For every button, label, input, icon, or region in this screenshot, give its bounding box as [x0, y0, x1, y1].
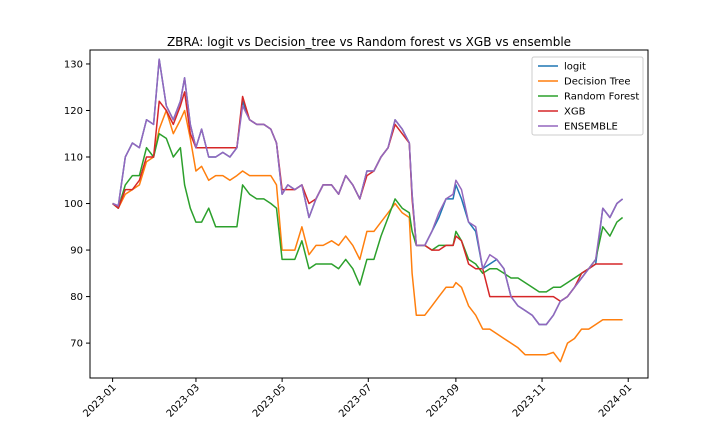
legend-label: XGB — [564, 107, 586, 118]
legend-label: Decision Tree — [564, 77, 631, 88]
series-line-random-forest — [112, 132, 624, 293]
x-tick-label: 2023-01 — [81, 382, 118, 419]
y-tick-label: 120 — [64, 106, 83, 117]
x-tick-label: 2023-07 — [337, 382, 374, 419]
series-layer — [112, 58, 624, 363]
y-tick-label: 100 — [64, 199, 83, 210]
series-line-ensemble — [112, 58, 624, 326]
x-tick-label: 2023-03 — [165, 382, 202, 419]
series-line-decision-tree — [112, 109, 623, 363]
x-tick-label: 2023-11 — [511, 382, 548, 419]
legend-label: Random Forest — [564, 92, 639, 103]
y-tick-label: 110 — [64, 153, 83, 164]
plot-frame — [89, 49, 649, 379]
x-tick-label: 2023-05 — [251, 382, 288, 419]
y-tick-label: 80 — [70, 292, 83, 303]
y-tick-label: 70 — [70, 339, 83, 350]
legend-box — [531, 56, 644, 136]
y-tick-label: 130 — [64, 59, 83, 70]
y-tick-label: 90 — [70, 246, 83, 257]
x-tick-label: 2023-09 — [425, 382, 462, 419]
legend-label: ENSEMBLE — [564, 122, 618, 133]
chart-title: ZBRA: logit vs Decision_tree vs Random f… — [167, 35, 571, 49]
x-tick-label: 2024-01 — [597, 382, 634, 419]
legend: logit Decision Tree Random Forest XGB ENSEMB… — [531, 56, 644, 136]
legend-label: logit — [564, 62, 586, 73]
